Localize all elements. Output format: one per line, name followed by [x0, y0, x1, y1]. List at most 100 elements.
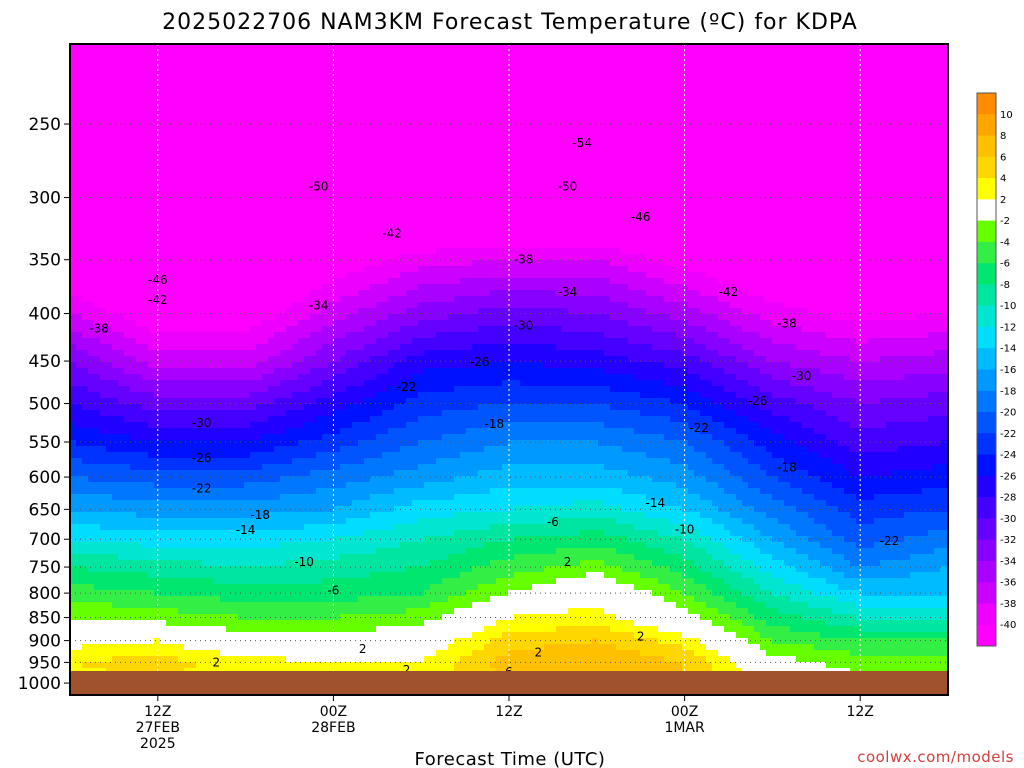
- heat-cell: [316, 56, 323, 63]
- heat-cell: [268, 236, 275, 243]
- heat-cell: [154, 482, 161, 489]
- heat-cell: [232, 368, 239, 375]
- heat-cell: [334, 98, 341, 105]
- heat-cell: [124, 296, 131, 303]
- heat-cell: [76, 290, 83, 297]
- heat-cell: [94, 626, 101, 633]
- heat-cell: [226, 320, 233, 327]
- heat-cell: [166, 122, 173, 129]
- heat-cell: [340, 242, 347, 249]
- heat-cell: [142, 416, 149, 423]
- heat-cell: [316, 338, 323, 345]
- heat-cell: [106, 548, 113, 555]
- heat-cell: [118, 272, 125, 279]
- heat-cell: [208, 560, 215, 567]
- heat-cell: [148, 140, 155, 147]
- heat-cell: [298, 278, 305, 285]
- heat-cell: [250, 188, 257, 195]
- heat-cell: [100, 50, 107, 57]
- heat-cell: [70, 434, 77, 441]
- heat-cell: [268, 458, 275, 465]
- heat-cell: [220, 374, 227, 381]
- heat-cell: [88, 248, 95, 255]
- heat-cell: [202, 542, 209, 549]
- heat-cell: [112, 50, 119, 57]
- heat-cell: [184, 110, 191, 117]
- heat-cell: [154, 566, 161, 573]
- heat-cell: [148, 128, 155, 135]
- heat-cell: [262, 68, 269, 75]
- heat-cell: [82, 128, 89, 135]
- heat-cell: [292, 650, 299, 657]
- heat-cell: [178, 368, 185, 375]
- heat-cell: [112, 518, 119, 525]
- heat-cell: [352, 224, 359, 231]
- heat-cell: [226, 50, 233, 57]
- heat-cell: [298, 614, 305, 621]
- heat-cell: [352, 218, 359, 225]
- heat-cell: [118, 524, 125, 531]
- heat-cell: [112, 152, 119, 159]
- heat-cell: [130, 374, 137, 381]
- heat-cell: [148, 506, 155, 513]
- heat-cell: [286, 374, 293, 381]
- heat-cell: [214, 206, 221, 213]
- heat-cell: [106, 44, 113, 51]
- heat-cell: [328, 122, 335, 129]
- heat-cell: [118, 632, 125, 639]
- heat-cell: [166, 110, 173, 117]
- heat-cell: [154, 200, 161, 207]
- heat-cell: [328, 170, 335, 177]
- heat-cell: [178, 566, 185, 573]
- heat-cell: [226, 500, 233, 507]
- heat-cell: [208, 110, 215, 117]
- heat-cell: [280, 200, 287, 207]
- heat-cell: [88, 272, 95, 279]
- heat-cell: [106, 638, 113, 645]
- heat-cell: [112, 482, 119, 489]
- heat-cell: [310, 548, 317, 555]
- heat-cell: [196, 350, 203, 357]
- heat-cell: [340, 272, 347, 279]
- heat-cell: [280, 542, 287, 549]
- heat-cell: [322, 470, 329, 477]
- heat-cell: [136, 536, 143, 543]
- heat-cell: [340, 50, 347, 57]
- heat-cell: [298, 200, 305, 207]
- heat-cell: [202, 662, 209, 669]
- heat-cell: [124, 560, 131, 567]
- heat-cell: [142, 452, 149, 459]
- heat-cell: [118, 596, 125, 603]
- heat-cell: [316, 284, 323, 291]
- heat-cell: [346, 482, 353, 489]
- heat-cell: [298, 392, 305, 399]
- heat-cell: [250, 296, 257, 303]
- heat-cell: [124, 260, 131, 267]
- heat-cell: [118, 56, 125, 63]
- heat-cell: [130, 404, 137, 411]
- heat-cell: [280, 158, 287, 165]
- heat-cell: [280, 650, 287, 657]
- heat-cell: [82, 272, 89, 279]
- heat-cell: [292, 620, 299, 627]
- heat-cell: [112, 98, 119, 105]
- heat-cell: [208, 104, 215, 111]
- heat-cell: [226, 662, 233, 669]
- heat-cell: [142, 644, 149, 651]
- heat-cell: [76, 326, 83, 333]
- heat-cell: [340, 56, 347, 63]
- heat-cell: [214, 332, 221, 339]
- heat-cell: [130, 428, 137, 435]
- heat-cell: [82, 158, 89, 165]
- heat-cell: [274, 440, 281, 447]
- heat-cell: [310, 494, 317, 501]
- heat-cell: [124, 176, 131, 183]
- heat-cell: [214, 578, 221, 585]
- heat-cell: [112, 434, 119, 441]
- heat-cell: [142, 164, 149, 171]
- heat-cell: [250, 230, 257, 237]
- heat-cell: [256, 290, 263, 297]
- heat-cell: [142, 608, 149, 615]
- heat-cell: [100, 668, 107, 672]
- heat-cell: [226, 104, 233, 111]
